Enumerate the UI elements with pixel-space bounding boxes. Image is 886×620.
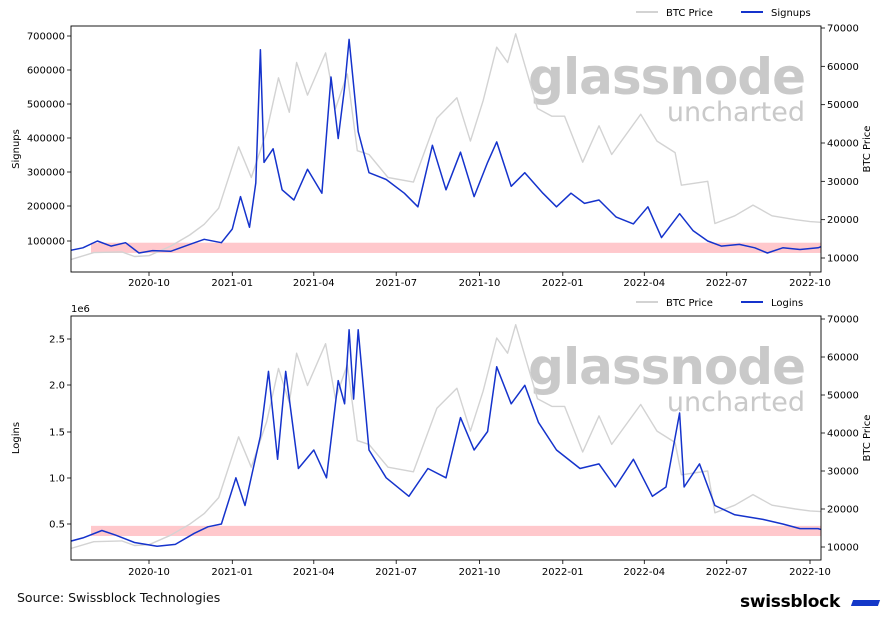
y2-tick-label: 70000	[827, 24, 859, 35]
watermark-glassnode: glassnode	[528, 48, 805, 106]
y-tick-label: 1.5	[49, 428, 65, 439]
y-axis-label: Signups	[11, 129, 22, 169]
x-tick-label: 2022-01	[542, 567, 584, 578]
x-tick-label: 2021-07	[375, 567, 417, 578]
y2-tick-label: 60000	[827, 353, 859, 364]
y2-tick-label: 20000	[827, 215, 859, 226]
y-scale-offset-label: 1e6	[71, 304, 90, 315]
y2-tick-label: 40000	[827, 429, 859, 440]
series-line-logins	[71, 329, 821, 547]
watermark-uncharted: uncharted	[667, 387, 805, 418]
x-tick-label: 2020-10	[128, 278, 170, 289]
y-tick-label: 200000	[27, 202, 65, 213]
y-tick-label: 1.0	[49, 474, 65, 485]
y2-axis-label: BTC Price	[862, 415, 873, 462]
x-tick-label: 2021-10	[459, 567, 501, 578]
legend-label: BTC Price	[666, 298, 713, 309]
y-tick-label: 2.5	[49, 335, 65, 346]
watermark-glassnode: glassnode	[528, 338, 805, 396]
x-tick-label: 2021-04	[293, 278, 335, 289]
x-tick-label: 2022-10	[789, 567, 831, 578]
y-tick-label: 600000	[27, 66, 65, 77]
x-tick-label: 2022-01	[542, 278, 584, 289]
y2-tick-label: 50000	[827, 100, 859, 111]
y-axis-label: Logins	[11, 422, 22, 454]
series-line-signups	[71, 38, 821, 254]
y2-tick-label: 20000	[827, 505, 859, 516]
y-tick-label: 700000	[27, 32, 65, 43]
x-tick-label: 2021-01	[211, 278, 253, 289]
y2-tick-label: 30000	[827, 467, 859, 478]
series-line-btc-price	[71, 324, 821, 550]
plot-frame	[70, 25, 822, 273]
y-tick-label: 500000	[27, 100, 65, 111]
legend: BTC Price Signups	[636, 8, 811, 19]
y2-tick-label: 10000	[827, 254, 859, 265]
x-tick-label: 2021-07	[375, 278, 417, 289]
y2-tick-label: 10000	[827, 543, 859, 554]
y2-tick-label: 70000	[827, 315, 859, 326]
x-tick-label: 2021-04	[293, 567, 335, 578]
y2-axis-label: BTC Price	[862, 126, 873, 173]
y2-tick-label: 40000	[827, 139, 859, 150]
plot-frame	[70, 315, 822, 561]
y-tick-label: 2.0	[49, 381, 65, 392]
brand-logo-text: swissblock	[740, 592, 840, 612]
brand-logo-mark-icon	[850, 600, 881, 606]
y-tick-label: 400000	[27, 134, 65, 145]
x-tick-label: 2022-04	[623, 567, 665, 578]
y-tick-label: 300000	[27, 168, 65, 179]
legend-label: Signups	[771, 8, 811, 19]
watermark-uncharted: uncharted	[667, 97, 805, 128]
x-tick-label: 2022-10	[789, 278, 831, 289]
y2-tick-label: 30000	[827, 177, 859, 188]
threshold-band	[91, 242, 821, 253]
x-tick-label: 2021-10	[459, 278, 501, 289]
y-tick-label: 100000	[27, 237, 65, 248]
x-tick-label: 2022-07	[706, 278, 748, 289]
x-tick-label: 2021-01	[211, 567, 253, 578]
legend-label: BTC Price	[666, 8, 713, 19]
x-tick-label: 2020-10	[128, 567, 170, 578]
y2-tick-label: 60000	[827, 62, 859, 73]
y-tick-label: 0.5	[49, 520, 65, 531]
threshold-band	[91, 525, 821, 537]
x-tick-label: 2022-07	[706, 567, 748, 578]
source-note: Source: Swissblock Technologies	[17, 590, 221, 605]
x-tick-label: 2022-04	[623, 278, 665, 289]
series-line-btc-price	[71, 33, 821, 261]
legend-label: Logins	[771, 298, 803, 309]
legend: BTC Price Logins	[636, 298, 803, 309]
y2-tick-label: 50000	[827, 391, 859, 402]
